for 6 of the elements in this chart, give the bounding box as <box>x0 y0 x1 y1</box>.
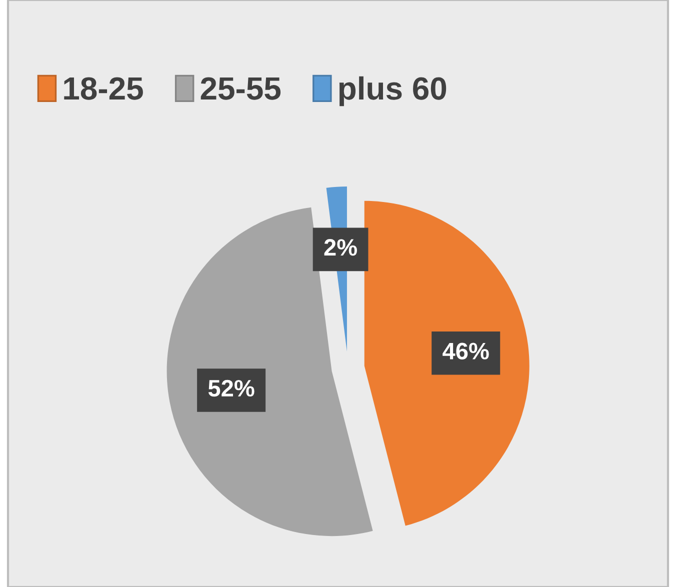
legend-label: 25-55 <box>200 77 281 100</box>
legend-label: plus 60 <box>339 76 446 106</box>
data-label: 2% <box>324 239 357 256</box>
data-label: 46% <box>442 342 489 360</box>
data-label: 52% <box>208 380 254 397</box>
legend-label: 18-25 <box>64 77 143 100</box>
